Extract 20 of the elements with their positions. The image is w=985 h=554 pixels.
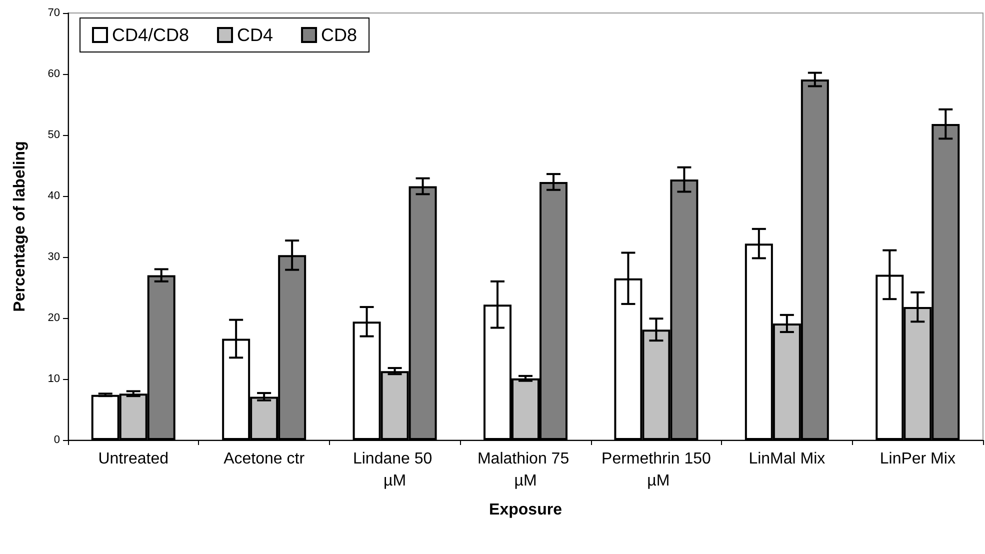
y-tick-label: 10 — [48, 373, 60, 385]
y-tick-label: 20 — [48, 312, 60, 324]
y-axis-title: Percentage of labeling — [12, 141, 28, 312]
x-tick-label: Acetone ctr — [224, 450, 306, 468]
x-tick-label: LinMal Mix — [748, 450, 826, 468]
x-axis-title: Exposure — [489, 502, 562, 518]
y-tick-label: 70 — [48, 7, 60, 19]
x-tick-label: Permethrin 150 µM — [602, 450, 712, 490]
x-tick-label: LinPer Mix — [880, 450, 956, 468]
legend-label: CD8 — [321, 25, 358, 45]
y-tick-label: 0 — [54, 434, 60, 446]
x-tick-label: Lindane 50 µM — [352, 450, 437, 490]
x-tick-label: Untreated — [98, 450, 168, 468]
y-tick-label: 60 — [48, 68, 60, 80]
x-tick-label: Malathion 75 µM — [477, 450, 574, 490]
y-tick-label: 30 — [48, 251, 60, 263]
y-tick-label: 50 — [48, 129, 60, 141]
y-tick-label: 40 — [48, 190, 60, 202]
legend-label: CD4 — [237, 25, 274, 45]
legend-label: CD4/CD8 — [112, 25, 190, 45]
